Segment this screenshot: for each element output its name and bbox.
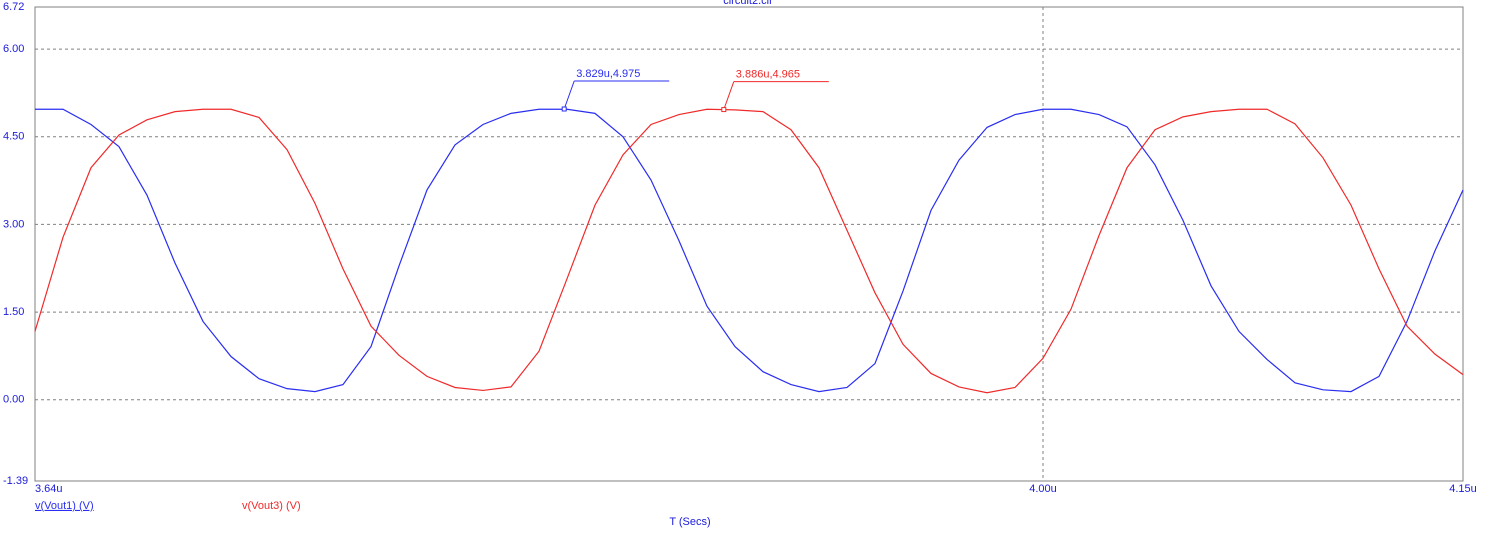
y-tick-label: -1.39 (3, 475, 28, 487)
y-tick-label: 6.72 (3, 1, 24, 13)
y-tick-label: 3.00 (3, 218, 24, 230)
series-line (35, 108, 1464, 393)
annotation-marker (721, 107, 727, 113)
chart-title: circuit2.cir (723, 0, 773, 7)
x-axis-label: T (Secs) (669, 516, 710, 528)
annotation-leader (723, 81, 735, 110)
annotation-marker (561, 106, 567, 112)
plot-frame (34, 6, 1464, 482)
y-tick-label: 4.50 (3, 131, 24, 143)
legend-entry: v(Vout1) (V) (35, 500, 94, 512)
annotation-label: 3.829u,4.975 (576, 68, 640, 80)
series-line (34, 108, 1464, 394)
x-tick-label: 3.64u (35, 483, 63, 495)
annotation-leader (563, 80, 575, 110)
x-tick-label: 4.00u (1029, 483, 1057, 495)
legend-entry: v(Vout3) (V) (242, 500, 301, 512)
y-tick-label: 1.50 (3, 306, 24, 318)
y-tick-label: 0.00 (3, 394, 24, 406)
x-tick-label: 4.15u (1449, 483, 1477, 495)
annotation-label: 3.886u,4.965 (736, 68, 800, 80)
y-tick-label: 6.00 (3, 43, 24, 55)
